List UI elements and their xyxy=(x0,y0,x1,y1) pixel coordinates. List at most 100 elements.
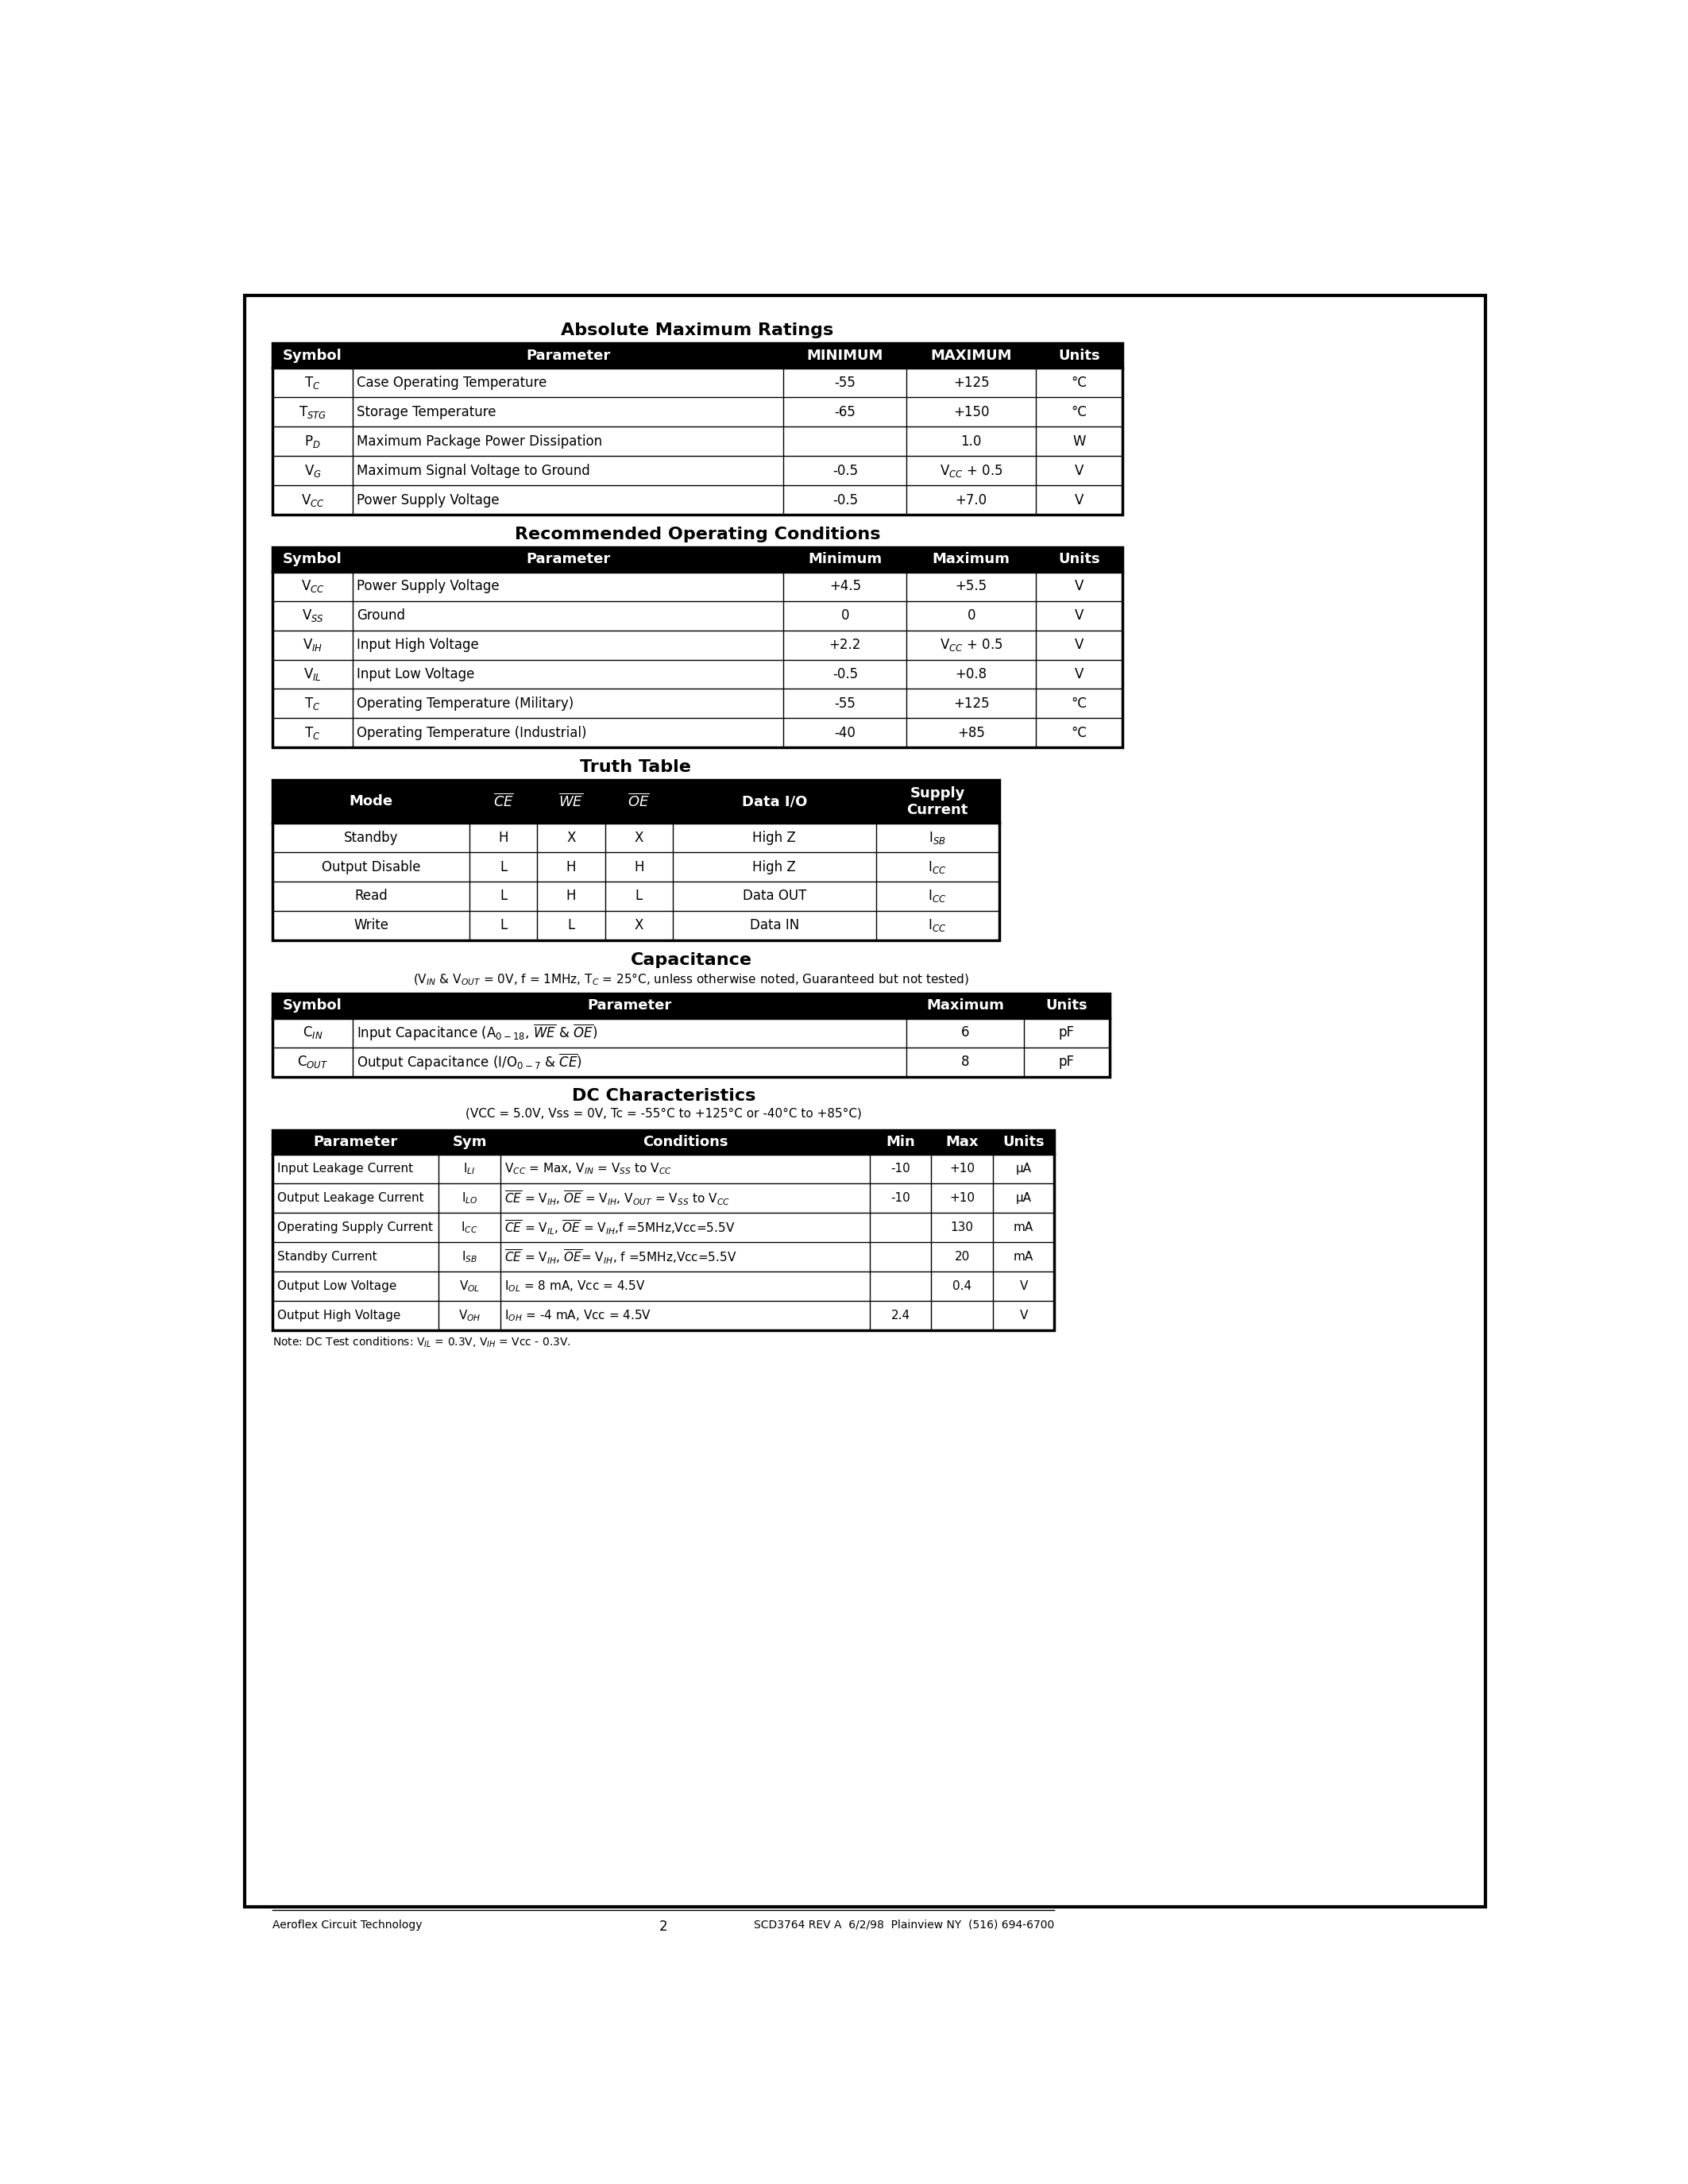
Text: C$_{IN}$: C$_{IN}$ xyxy=(302,1024,322,1040)
Text: Input Low Voltage: Input Low Voltage xyxy=(356,666,474,681)
Bar xyxy=(272,343,1123,515)
Bar xyxy=(272,823,999,852)
Text: Maximum: Maximum xyxy=(932,553,1009,566)
Text: V: V xyxy=(1075,579,1084,594)
Text: mA: mA xyxy=(1013,1251,1033,1262)
Bar xyxy=(272,1129,1055,1155)
Text: Output Disable: Output Disable xyxy=(322,860,420,874)
Text: V: V xyxy=(1075,494,1084,507)
Text: Operating Temperature (Military): Operating Temperature (Military) xyxy=(356,697,574,710)
Text: Parameter: Parameter xyxy=(527,349,611,363)
Text: V: V xyxy=(1075,609,1084,622)
Text: I$_{CC}$: I$_{CC}$ xyxy=(461,1221,478,1236)
Text: -0.5: -0.5 xyxy=(832,666,858,681)
Text: $\overline{CE}$: $\overline{CE}$ xyxy=(493,793,513,810)
Text: H: H xyxy=(565,889,576,904)
Text: V$_{CC}$ = Max, V$_{IN}$ = V$_{SS}$ to V$_{CC}$: V$_{CC}$ = Max, V$_{IN}$ = V$_{SS}$ to V… xyxy=(505,1162,672,1177)
Text: L: L xyxy=(500,860,506,874)
Text: Units: Units xyxy=(1058,349,1101,363)
Text: Write: Write xyxy=(353,919,388,933)
Text: T$_{STG}$: T$_{STG}$ xyxy=(299,404,326,419)
Text: +5.5: +5.5 xyxy=(955,579,987,594)
Text: L: L xyxy=(567,919,576,933)
Text: Mode: Mode xyxy=(349,795,393,808)
Text: SCD3764 REV A  6/2/98  Plainview NY  (516) 694-6700: SCD3764 REV A 6/2/98 Plainview NY (516) … xyxy=(755,1920,1055,1931)
Text: Data IN: Data IN xyxy=(749,919,798,933)
Text: Parameter: Parameter xyxy=(587,998,672,1013)
Text: -10: -10 xyxy=(891,1164,910,1175)
Bar xyxy=(272,367,1123,397)
Text: +10: +10 xyxy=(949,1164,974,1175)
Bar xyxy=(272,1243,1055,1271)
Text: Read: Read xyxy=(354,889,388,904)
Text: Output High Voltage: Output High Voltage xyxy=(277,1310,400,1321)
Text: I$_{CC}$: I$_{CC}$ xyxy=(928,889,947,904)
Text: H: H xyxy=(565,860,576,874)
Text: Storage Temperature: Storage Temperature xyxy=(356,404,496,419)
Bar xyxy=(272,719,1123,747)
Text: -55: -55 xyxy=(834,697,856,710)
Text: V$_{SS}$: V$_{SS}$ xyxy=(302,607,324,622)
Text: +125: +125 xyxy=(954,376,989,389)
Text: Standby: Standby xyxy=(344,830,398,845)
Bar xyxy=(272,1302,1055,1330)
Text: I$_{LO}$: I$_{LO}$ xyxy=(461,1190,478,1206)
Text: Operating Supply Current: Operating Supply Current xyxy=(277,1221,432,1234)
Bar xyxy=(272,572,1123,601)
Bar xyxy=(272,1212,1055,1243)
Text: Max: Max xyxy=(945,1136,979,1149)
Text: 8: 8 xyxy=(960,1055,969,1070)
Text: V$_{CC}$: V$_{CC}$ xyxy=(300,491,324,509)
Text: Conditions: Conditions xyxy=(643,1136,728,1149)
Bar xyxy=(272,1184,1055,1212)
Text: Parameter: Parameter xyxy=(314,1136,398,1149)
Bar xyxy=(272,343,1123,367)
Text: Maximum Signal Voltage to Ground: Maximum Signal Voltage to Ground xyxy=(356,463,591,478)
Text: V$_{IH}$: V$_{IH}$ xyxy=(302,638,322,653)
Text: °C: °C xyxy=(1072,376,1087,389)
Text: V$_{IL}$: V$_{IL}$ xyxy=(304,666,322,681)
Text: I$_{SB}$: I$_{SB}$ xyxy=(461,1249,478,1265)
Text: +150: +150 xyxy=(954,404,989,419)
Text: 130: 130 xyxy=(950,1221,974,1234)
Text: H: H xyxy=(635,860,643,874)
Text: Symbol: Symbol xyxy=(284,349,343,363)
Text: Min: Min xyxy=(886,1136,915,1149)
Text: $\overline{CE}$ = V$_{IH}$, $\overline{OE}$= V$_{IH}$, f =5MHz,Vcc=5.5V: $\overline{CE}$ = V$_{IH}$, $\overline{O… xyxy=(505,1247,738,1267)
Text: Absolute Maximum Ratings: Absolute Maximum Ratings xyxy=(560,323,834,339)
Text: High Z: High Z xyxy=(753,860,797,874)
Text: Maximum Package Power Dissipation: Maximum Package Power Dissipation xyxy=(356,435,603,448)
Bar xyxy=(272,852,999,882)
Text: mA: mA xyxy=(1013,1221,1033,1234)
Text: V: V xyxy=(1075,463,1084,478)
Text: V$_{CC}$ + 0.5: V$_{CC}$ + 0.5 xyxy=(940,638,1003,653)
Text: μA: μA xyxy=(1016,1192,1031,1203)
Text: I$_{CC}$: I$_{CC}$ xyxy=(928,858,947,876)
Text: High Z: High Z xyxy=(753,830,797,845)
Text: Minimum: Minimum xyxy=(809,553,883,566)
Bar xyxy=(272,1271,1055,1302)
Text: Case Operating Temperature: Case Operating Temperature xyxy=(356,376,547,389)
Bar xyxy=(272,688,1123,719)
Text: +7.0: +7.0 xyxy=(955,494,987,507)
Bar xyxy=(272,1048,1109,1077)
Text: -0.5: -0.5 xyxy=(832,494,858,507)
Text: Input Leakage Current: Input Leakage Current xyxy=(277,1164,414,1175)
Text: Units: Units xyxy=(1058,553,1101,566)
Text: MINIMUM: MINIMUM xyxy=(807,349,883,363)
Text: Power Supply Voltage: Power Supply Voltage xyxy=(356,494,500,507)
Text: (V$_{IN}$ & V$_{OUT}$ = 0V, f = 1MHz, T$_C$ = 25°C, unless otherwise noted, Guar: (V$_{IN}$ & V$_{OUT}$ = 0V, f = 1MHz, T$… xyxy=(414,972,969,987)
Text: 1.0: 1.0 xyxy=(960,435,982,448)
Text: +2.2: +2.2 xyxy=(829,638,861,653)
Bar xyxy=(272,546,1123,747)
Text: +85: +85 xyxy=(957,725,986,740)
Bar xyxy=(272,426,1123,456)
Text: Capacitance: Capacitance xyxy=(630,952,751,968)
Text: Power Supply Voltage: Power Supply Voltage xyxy=(356,579,500,594)
Text: I$_{CC}$: I$_{CC}$ xyxy=(928,917,947,933)
Text: T$_C$: T$_C$ xyxy=(304,376,321,391)
Text: V$_G$: V$_G$ xyxy=(304,463,321,478)
Text: C$_{OUT}$: C$_{OUT}$ xyxy=(297,1055,327,1070)
Text: L: L xyxy=(500,919,506,933)
Text: X: X xyxy=(567,830,576,845)
